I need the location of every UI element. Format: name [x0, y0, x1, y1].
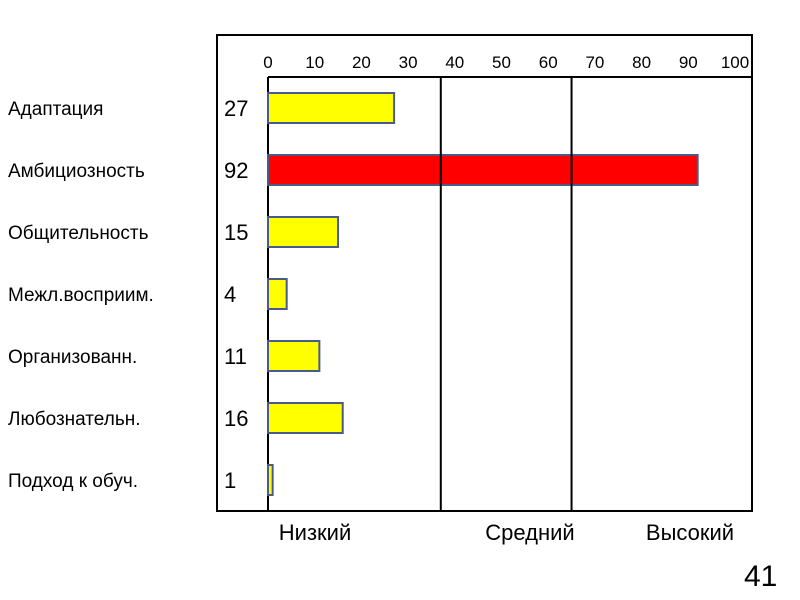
data-label: 27 — [224, 96, 248, 121]
x-tick-label: 20 — [352, 53, 371, 72]
data-label: 11 — [224, 344, 247, 369]
bar — [267, 154, 699, 186]
category-label: Организованн. — [8, 347, 137, 368]
x-tick-label: 80 — [632, 53, 651, 72]
bar — [267, 402, 344, 434]
data-label: 16 — [224, 406, 248, 431]
data-label: 15 — [224, 220, 248, 245]
x-tick-label: 90 — [679, 53, 698, 72]
bar — [267, 92, 396, 124]
x-tick-label: 70 — [585, 53, 604, 72]
zone-label: Низкий — [279, 520, 351, 545]
x-tick-label: 10 — [305, 53, 324, 72]
x-tick-label: 60 — [539, 53, 558, 72]
category-label: Любознательн. — [8, 409, 141, 430]
category-label: Межл.восприим. — [8, 285, 154, 306]
data-label: 92 — [224, 158, 248, 183]
x-tick-label: 100 — [721, 53, 749, 72]
chart-frame — [216, 34, 753, 512]
category-label: Подход к обуч. — [8, 471, 138, 492]
data-label: 1 — [224, 468, 236, 493]
bar — [267, 464, 274, 496]
x-tick-label: 30 — [399, 53, 418, 72]
bar — [267, 340, 321, 372]
bar — [267, 216, 340, 248]
page-number: 41 — [744, 560, 778, 593]
category-label: Адаптация — [8, 99, 103, 120]
zone-label: Средний — [485, 520, 574, 545]
category-label: Амбициозность — [8, 161, 145, 182]
zone-label: Высокий — [646, 520, 734, 545]
x-tick-label: 50 — [492, 53, 511, 72]
category-label: Общительность — [8, 223, 149, 244]
x-tick-label: 0 — [263, 53, 272, 72]
data-label: 4 — [224, 282, 236, 307]
bar — [267, 278, 288, 310]
x-tick-label: 40 — [445, 53, 464, 72]
